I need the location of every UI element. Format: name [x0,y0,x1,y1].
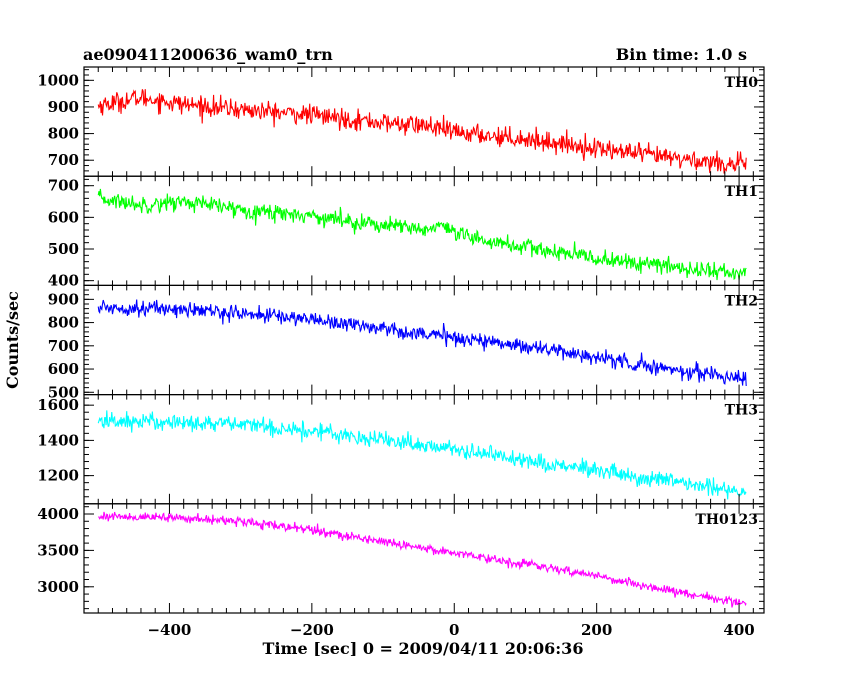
panel-label: TH2 [725,293,758,309]
panel-label: TH0123 [695,512,758,528]
y-tick-label: 500 [48,383,79,401]
y-tick-label: 600 [48,208,79,226]
y-tick-label: 1600 [37,396,79,414]
y-tick-label: 900 [48,98,79,116]
x-tick-label: −400 [147,621,191,639]
series-line-th0123 [98,511,747,608]
y-tick-label: 900 [48,290,79,308]
panel-th2: 500 600 700 800 900 TH2 [48,284,765,401]
series-line-th0 [97,89,747,174]
series-line-th1 [97,188,747,281]
y-tick-label: 500 [48,240,79,258]
x-tick-label: 200 [581,621,612,639]
panel-label: TH3 [725,403,758,419]
header-title: ae090411200636_wam0_trn [83,45,333,64]
panel-label: TH0 [725,75,759,91]
panel-frame [83,503,765,614]
header-bin-time: Bin time: 1.0 s [616,45,747,64]
y-tick-label: 800 [48,125,79,143]
y-tick-label: 800 [48,314,79,332]
x-axis-label: Time [sec] 0 = 2009/04/11 20:06:36 [263,639,584,658]
panel-th0123: 3000 3500 4000 TH0123 [37,503,765,614]
x-tick-label: −200 [290,621,334,639]
panel-th3: 1200 1400 1600 TH3 [37,394,765,505]
series-line-th2 [97,299,747,387]
y-tick-label: 4000 [37,505,79,523]
y-tick-label: 700 [48,177,79,195]
y-tick-label: 400 [48,272,79,290]
panels-group: 700 800 900 1000 TH0 400 500 600 700 TH1 500 600 700… [37,66,765,639]
y-tick-label: 3500 [37,541,79,559]
panel-frame [83,284,765,396]
y-axis-label: Counts/sec [3,291,22,389]
x-tick-label: 400 [723,621,754,639]
panel-th0: 700 800 900 1000 TH0 [37,66,765,177]
panel-label: TH1 [725,184,758,200]
y-tick-label: 700 [48,337,79,355]
y-tick-label: 600 [48,360,79,378]
y-tick-label: 1200 [37,467,79,485]
y-tick-label: 700 [48,151,79,169]
y-tick-label: 1000 [37,71,79,89]
panel-th1: 400 500 600 700 TH1 [48,175,765,290]
series-line-th3 [97,410,747,500]
y-tick-label: 3000 [37,578,79,596]
x-tick-label: 0 [449,621,459,639]
y-tick-label: 1400 [37,431,79,449]
